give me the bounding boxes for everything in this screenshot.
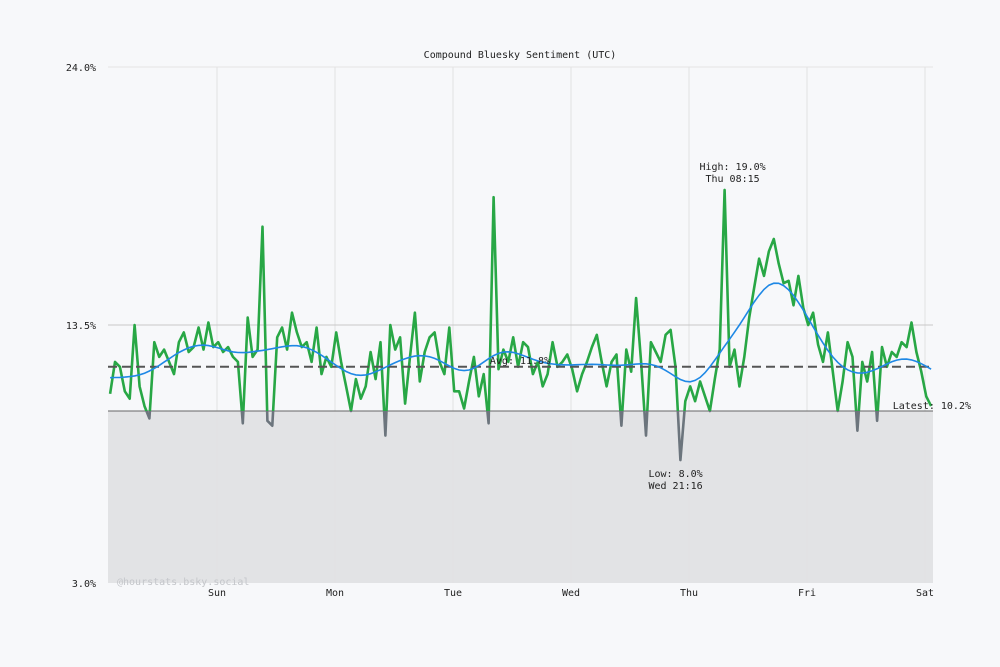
x-tick-sun: Sun	[208, 588, 226, 599]
watermark: @hourstats.bsky.social	[117, 577, 249, 588]
smoothed-trend-line	[110, 282, 932, 383]
y-tick-mid: 13.5%	[66, 321, 96, 332]
chart-title: Compound Bluesky Sentiment (UTC)	[424, 50, 617, 61]
x-tick-thu: Thu	[680, 588, 698, 599]
y-tick-bottom: 3.0%	[72, 579, 96, 590]
latest-label: Latest: 10.2%	[893, 401, 971, 412]
y-tick-top: 24.0%	[66, 63, 96, 74]
high-time-label: Thu 08:15	[705, 174, 759, 185]
low-time-label: Wed 21:16	[648, 481, 702, 492]
high-label: High: 19.0%	[699, 162, 765, 173]
x-tick-tue: Tue	[444, 588, 462, 599]
average-label: Avg: 11.8%	[490, 356, 550, 367]
x-tick-wed: Wed	[562, 588, 580, 599]
x-tick-labels: Sun Mon Tue Wed Thu Fri Sat	[208, 588, 934, 599]
x-tick-sat: Sat	[916, 588, 934, 599]
below-baseline-area	[108, 411, 933, 583]
x-tick-mon: Mon	[326, 588, 344, 599]
x-tick-fri: Fri	[798, 588, 816, 599]
low-label: Low: 8.0%	[648, 469, 702, 480]
